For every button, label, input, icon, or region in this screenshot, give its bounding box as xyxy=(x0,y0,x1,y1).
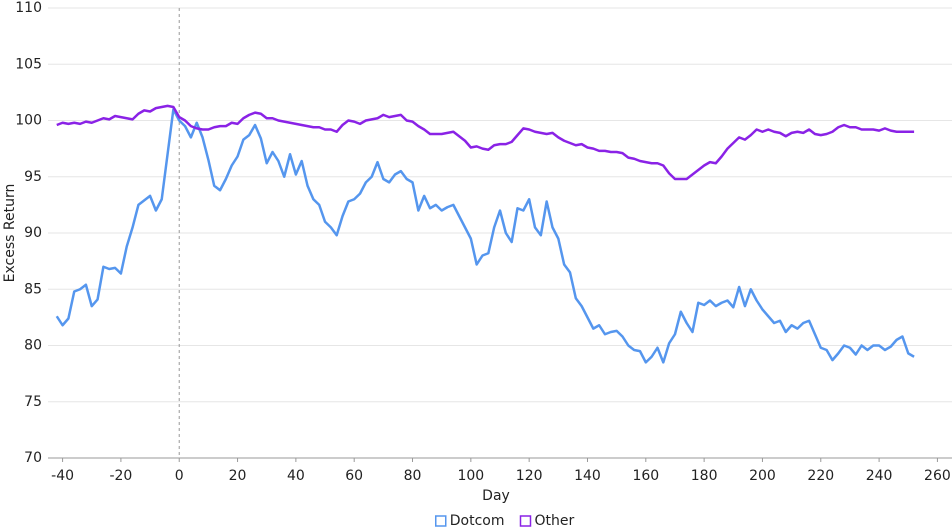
legend-marker xyxy=(434,515,447,527)
legend-label: Dotcom xyxy=(450,513,505,529)
x-tick-label: 60 xyxy=(345,468,363,484)
x-tick-label: 260 xyxy=(924,468,951,484)
x-tick-label: 140 xyxy=(574,468,601,484)
x-tick-label: 180 xyxy=(691,468,718,484)
x-tick-label: 20 xyxy=(229,468,247,484)
y-tick-label: 75 xyxy=(24,394,42,410)
x-tick-label: 160 xyxy=(632,468,659,484)
x-tick-label: 40 xyxy=(287,468,305,484)
series-line xyxy=(55,108,915,364)
y-tick-label: 85 xyxy=(24,281,42,297)
series-line xyxy=(56,104,915,181)
x-tick-label: 80 xyxy=(404,468,422,484)
y-tick-label: 95 xyxy=(24,169,42,185)
x-tick-label: 200 xyxy=(749,468,776,484)
y-tick-label: 70 xyxy=(24,450,42,466)
y-tick-label: 90 xyxy=(24,225,42,241)
x-tick-label: 120 xyxy=(516,468,543,484)
x-tick-label: -20 xyxy=(109,468,132,484)
x-tick-label: -40 xyxy=(51,468,74,484)
legend-marker xyxy=(519,515,532,527)
y-tick-label: 110 xyxy=(15,0,42,16)
y-tick-label: 100 xyxy=(15,113,42,129)
legend-label: Other xyxy=(534,513,574,529)
y-tick-label: 105 xyxy=(15,56,42,72)
x-tick-label: 0 xyxy=(175,468,184,484)
x-tick-label: 220 xyxy=(807,468,834,484)
x-tick-label: 240 xyxy=(866,468,893,484)
x-tick-label: 100 xyxy=(457,468,484,484)
y-tick-label: 80 xyxy=(24,338,42,354)
y-axis-label: Excess Return xyxy=(2,184,18,283)
x-axis-label: Day xyxy=(482,488,510,504)
